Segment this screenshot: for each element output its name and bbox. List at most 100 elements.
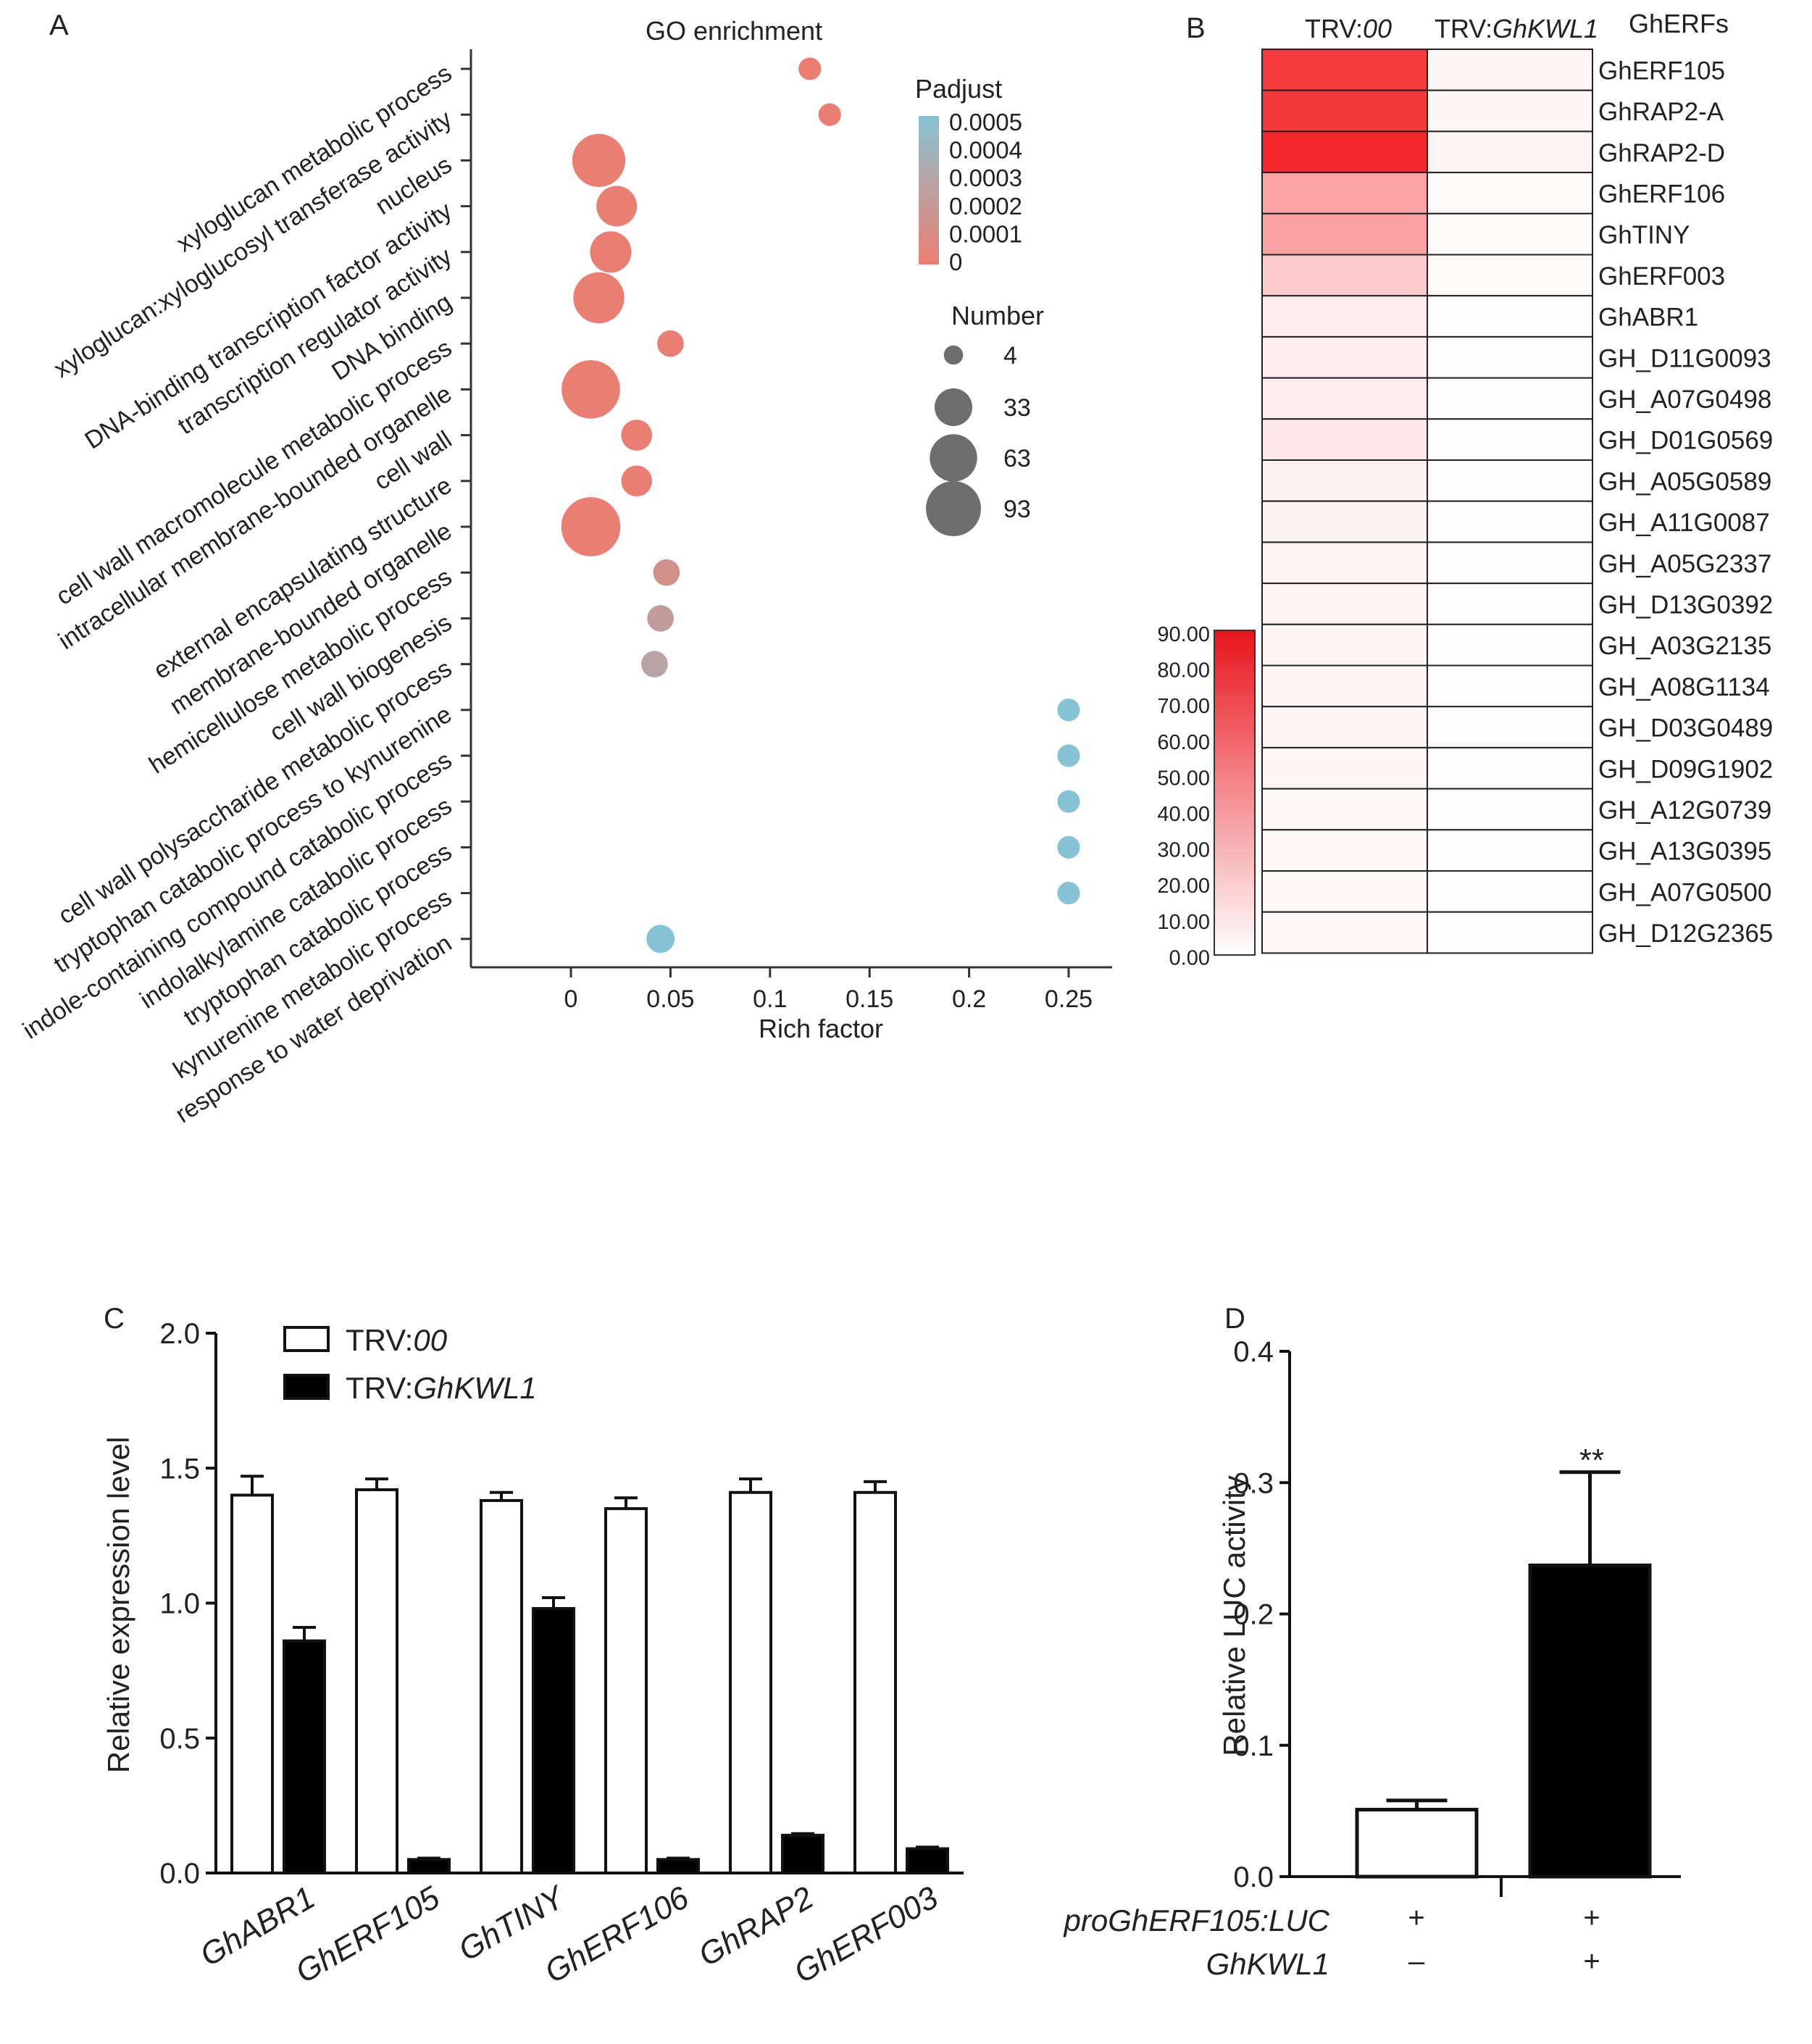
c-bar-trvkwl1 xyxy=(906,1847,949,1875)
heatmap-row-label: GhERF105 xyxy=(1598,57,1725,85)
c-bar-trvkwl1 xyxy=(656,1858,700,1874)
panel-a-letter: A xyxy=(49,9,69,41)
heatmap-col-header-2: TRV:GhKWL1 xyxy=(1435,14,1598,43)
heatmap-cell xyxy=(1261,746,1428,790)
go-point xyxy=(646,925,675,954)
heatmap-cell xyxy=(1427,706,1593,748)
col1-prefix: TRV: xyxy=(1305,14,1363,43)
heatmap-cell xyxy=(1427,295,1593,338)
heatmap-cell xyxy=(1261,870,1428,913)
c-bar-trvkwl1 xyxy=(781,1833,824,1875)
go-point xyxy=(621,465,653,497)
go-point xyxy=(657,330,684,357)
padjust-legend-tick: 0 xyxy=(949,249,962,275)
condition-row-label-0: proGhERF105:LUC xyxy=(1063,1903,1330,1937)
heatmap-cell xyxy=(1261,623,1428,667)
heatmap-cell xyxy=(1261,130,1428,174)
heatmap-cell xyxy=(1427,829,1593,872)
go-x-tick-label: 0.25 xyxy=(1045,985,1093,1013)
legend-kwl1-suffix: GhKWL1 xyxy=(413,1371,536,1405)
heatmap-cell xyxy=(1427,377,1593,420)
padjust-legend-tick: 0.0004 xyxy=(949,137,1022,164)
heatmap-row-label: GH_A07G0500 xyxy=(1598,878,1771,906)
heatmap-cell xyxy=(1427,254,1593,297)
c-bar-trv00 xyxy=(480,1498,523,1874)
heatmap-scale-tick: 50.00 xyxy=(1157,767,1210,790)
number-legend-title: Number xyxy=(951,301,1044,330)
heatmap-cell xyxy=(1427,89,1593,133)
c-y-tick-label: 1.5 xyxy=(159,1453,200,1485)
col2-prefix: TRV: xyxy=(1435,14,1492,43)
heatmap-cell xyxy=(1261,541,1428,585)
heatmap-row-label: GH_A12G0739 xyxy=(1598,796,1771,825)
go-point xyxy=(818,103,841,126)
padjust-legend-tick: 0.0002 xyxy=(949,193,1022,220)
heatmap-cell xyxy=(1261,706,1428,748)
panel-a-title: GO enrichment xyxy=(646,16,822,46)
heatmap-cell xyxy=(1427,212,1593,256)
heatmap-cell xyxy=(1427,172,1593,214)
heatmap-col-header-1: TRV:00 xyxy=(1305,14,1392,43)
heatmap-cell xyxy=(1427,911,1593,954)
padjust-legend-tick: 0.0005 xyxy=(949,109,1022,135)
go-point xyxy=(653,559,680,586)
c-category-label: GhERF105 xyxy=(290,1880,446,1990)
c-bar-trv00 xyxy=(604,1507,648,1874)
heatmap-row-label: GH_A11G0087 xyxy=(1598,509,1770,537)
d-y-tick-label: 0.2 xyxy=(1233,1599,1274,1631)
heatmap-cell xyxy=(1261,500,1428,543)
legend-swatch-trvkwl1 xyxy=(283,1374,330,1400)
heatmap-cell xyxy=(1427,335,1593,379)
panel-a-x-label: Rich factor xyxy=(759,1014,883,1043)
heatmap-colorbar xyxy=(1214,630,1256,956)
heatmap-cell xyxy=(1261,377,1428,420)
heatmap-cell xyxy=(1261,335,1428,379)
col2-suffix: GhKWL1 xyxy=(1492,14,1598,43)
heatmap-row-label: GH_D03G0489 xyxy=(1598,714,1773,743)
go-point xyxy=(572,133,626,188)
go-point xyxy=(1057,882,1080,905)
go-point xyxy=(1057,790,1080,813)
c-bar-trvkwl1 xyxy=(407,1858,451,1874)
go-x-tick-label: 0.15 xyxy=(846,985,893,1013)
panel-d-letter: D xyxy=(1224,1303,1245,1335)
size-legend-dot xyxy=(934,388,972,427)
heatmap-cell xyxy=(1261,583,1428,625)
heatmap-cell xyxy=(1261,172,1428,214)
heatmap-cell xyxy=(1427,500,1593,543)
panel-b: B TRV:00 TRV:GhKWL1 GhERFs GhERF105GhRAP… xyxy=(1157,9,1773,969)
go-point xyxy=(621,420,653,451)
heatmap-cell xyxy=(1261,664,1428,708)
c-category-label: GhERF003 xyxy=(788,1880,945,1990)
heatmap-cell xyxy=(1427,418,1593,461)
panel-c-y-label: Relative expression level xyxy=(101,1437,135,1774)
heatmap-cell xyxy=(1261,418,1428,461)
condition-row-label-1: GhKWL1 xyxy=(1206,1947,1329,1981)
size-legend-label: 63 xyxy=(1003,445,1031,472)
heatmap-cell xyxy=(1261,295,1428,338)
heatmap-cell xyxy=(1427,459,1593,502)
heatmap-cell xyxy=(1261,911,1428,954)
go-x-tick-label: 0.2 xyxy=(952,985,986,1013)
c-bar-trv00 xyxy=(853,1490,897,1874)
heatmap-scale-tick: 0.00 xyxy=(1169,946,1210,969)
heatmap-row-label: GH_A13G0395 xyxy=(1598,838,1771,866)
heatmap-cell xyxy=(1427,583,1593,625)
legend-trv00-prefix: TRV: xyxy=(346,1323,413,1357)
go-x-tick-label: 0.1 xyxy=(753,985,787,1013)
size-legend-dot xyxy=(930,434,977,482)
heatmap-row-label: GH_A03G2135 xyxy=(1598,632,1771,660)
size-legend-label: 33 xyxy=(1003,394,1031,422)
panel-d: D 0.00.10.20.30.4 Relative LUC activity … xyxy=(1063,1303,1681,1981)
go-point xyxy=(1057,744,1080,767)
heatmap-scale-tick: 20.00 xyxy=(1157,875,1210,898)
heatmap-row-label: GH_A05G0589 xyxy=(1598,467,1771,496)
heatmap-row-label: GH_A05G2337 xyxy=(1598,550,1771,578)
d-y-tick-label: 0.4 xyxy=(1233,1336,1274,1368)
panel-b-letter: B xyxy=(1186,12,1206,44)
d-y-tick-label: 0.1 xyxy=(1233,1730,1274,1762)
legend-label-trvkwl1: TRV:GhKWL1 xyxy=(346,1371,537,1405)
legend-kwl1-prefix: TRV: xyxy=(346,1371,413,1405)
